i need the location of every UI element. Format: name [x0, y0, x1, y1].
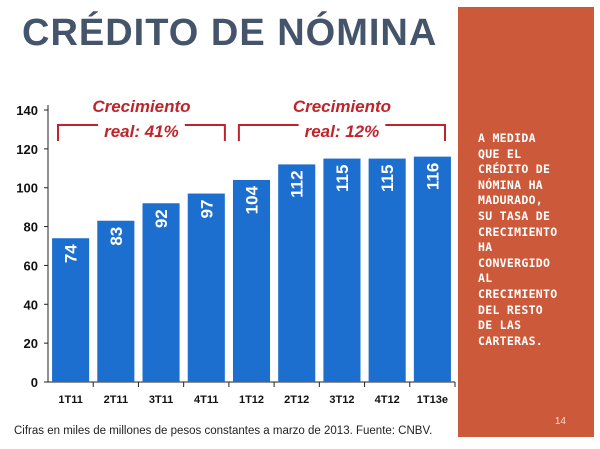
y-tick-label: 60	[24, 258, 38, 273]
annotation-line2: real: 41%	[104, 122, 179, 141]
bar	[187, 193, 225, 382]
y-tick-label: 140	[16, 103, 38, 118]
bar	[278, 164, 316, 382]
data-label: 115	[378, 165, 397, 192]
data-label: 74	[62, 244, 81, 263]
x-tick-label: 3T11	[149, 394, 173, 406]
data-label: 104	[243, 185, 262, 214]
page-number: 14	[554, 416, 566, 427]
annotation-line2: real: 12%	[305, 122, 380, 141]
page-title: CRÉDITO DE NÓMINA	[22, 12, 438, 54]
data-label: 83	[107, 227, 126, 246]
x-tick-label: 3T12	[329, 394, 354, 406]
bar	[323, 158, 361, 382]
x-tick-label: 4T11	[194, 394, 218, 406]
y-tick-label: 20	[24, 336, 38, 351]
x-tick-label: 2T12	[284, 394, 309, 406]
y-tick-label: 40	[24, 297, 38, 312]
data-label: 112	[288, 170, 307, 197]
annotation-line1: Crecimiento	[293, 97, 391, 116]
bar	[52, 238, 90, 382]
side-panel: A MEDIDA QUE EL CRÉDITO DE NÓMINA HA MAD…	[458, 7, 594, 437]
x-tick-label: 2T11	[104, 394, 128, 406]
y-tick-label: 100	[16, 181, 38, 196]
side-panel-text: A MEDIDA QUE EL CRÉDITO DE NÓMINA HA MAD…	[478, 131, 558, 348]
bar-chart: 0 20 40 60 80 100 120 140 1T11 74 2T11 83 3T11 92 4T11…	[16, 97, 456, 406]
data-label: 92	[152, 209, 171, 228]
annotation-gap	[98, 122, 185, 128]
bar	[232, 179, 271, 382]
data-label: 115	[333, 165, 352, 192]
x-tick-label: 1T13e	[417, 394, 448, 406]
data-label: 116	[423, 163, 442, 190]
bar	[97, 220, 135, 382]
annotation-line1: Crecimiento	[92, 97, 190, 116]
bar	[413, 156, 451, 382]
bar	[142, 203, 180, 382]
y-tick-label: 0	[31, 375, 38, 390]
x-tick-label: 1T12	[239, 394, 264, 406]
x-tick-label: 1T11	[58, 394, 82, 406]
y-tick-label: 80	[24, 220, 38, 235]
bar	[368, 158, 406, 382]
annotation-gap	[298, 122, 386, 128]
footnote: Cifras en miles de millones de pesos con…	[14, 425, 433, 437]
y-tick-label: 120	[16, 142, 38, 157]
x-tick-label: 4T12	[375, 394, 400, 406]
data-label: 97	[197, 200, 216, 219]
